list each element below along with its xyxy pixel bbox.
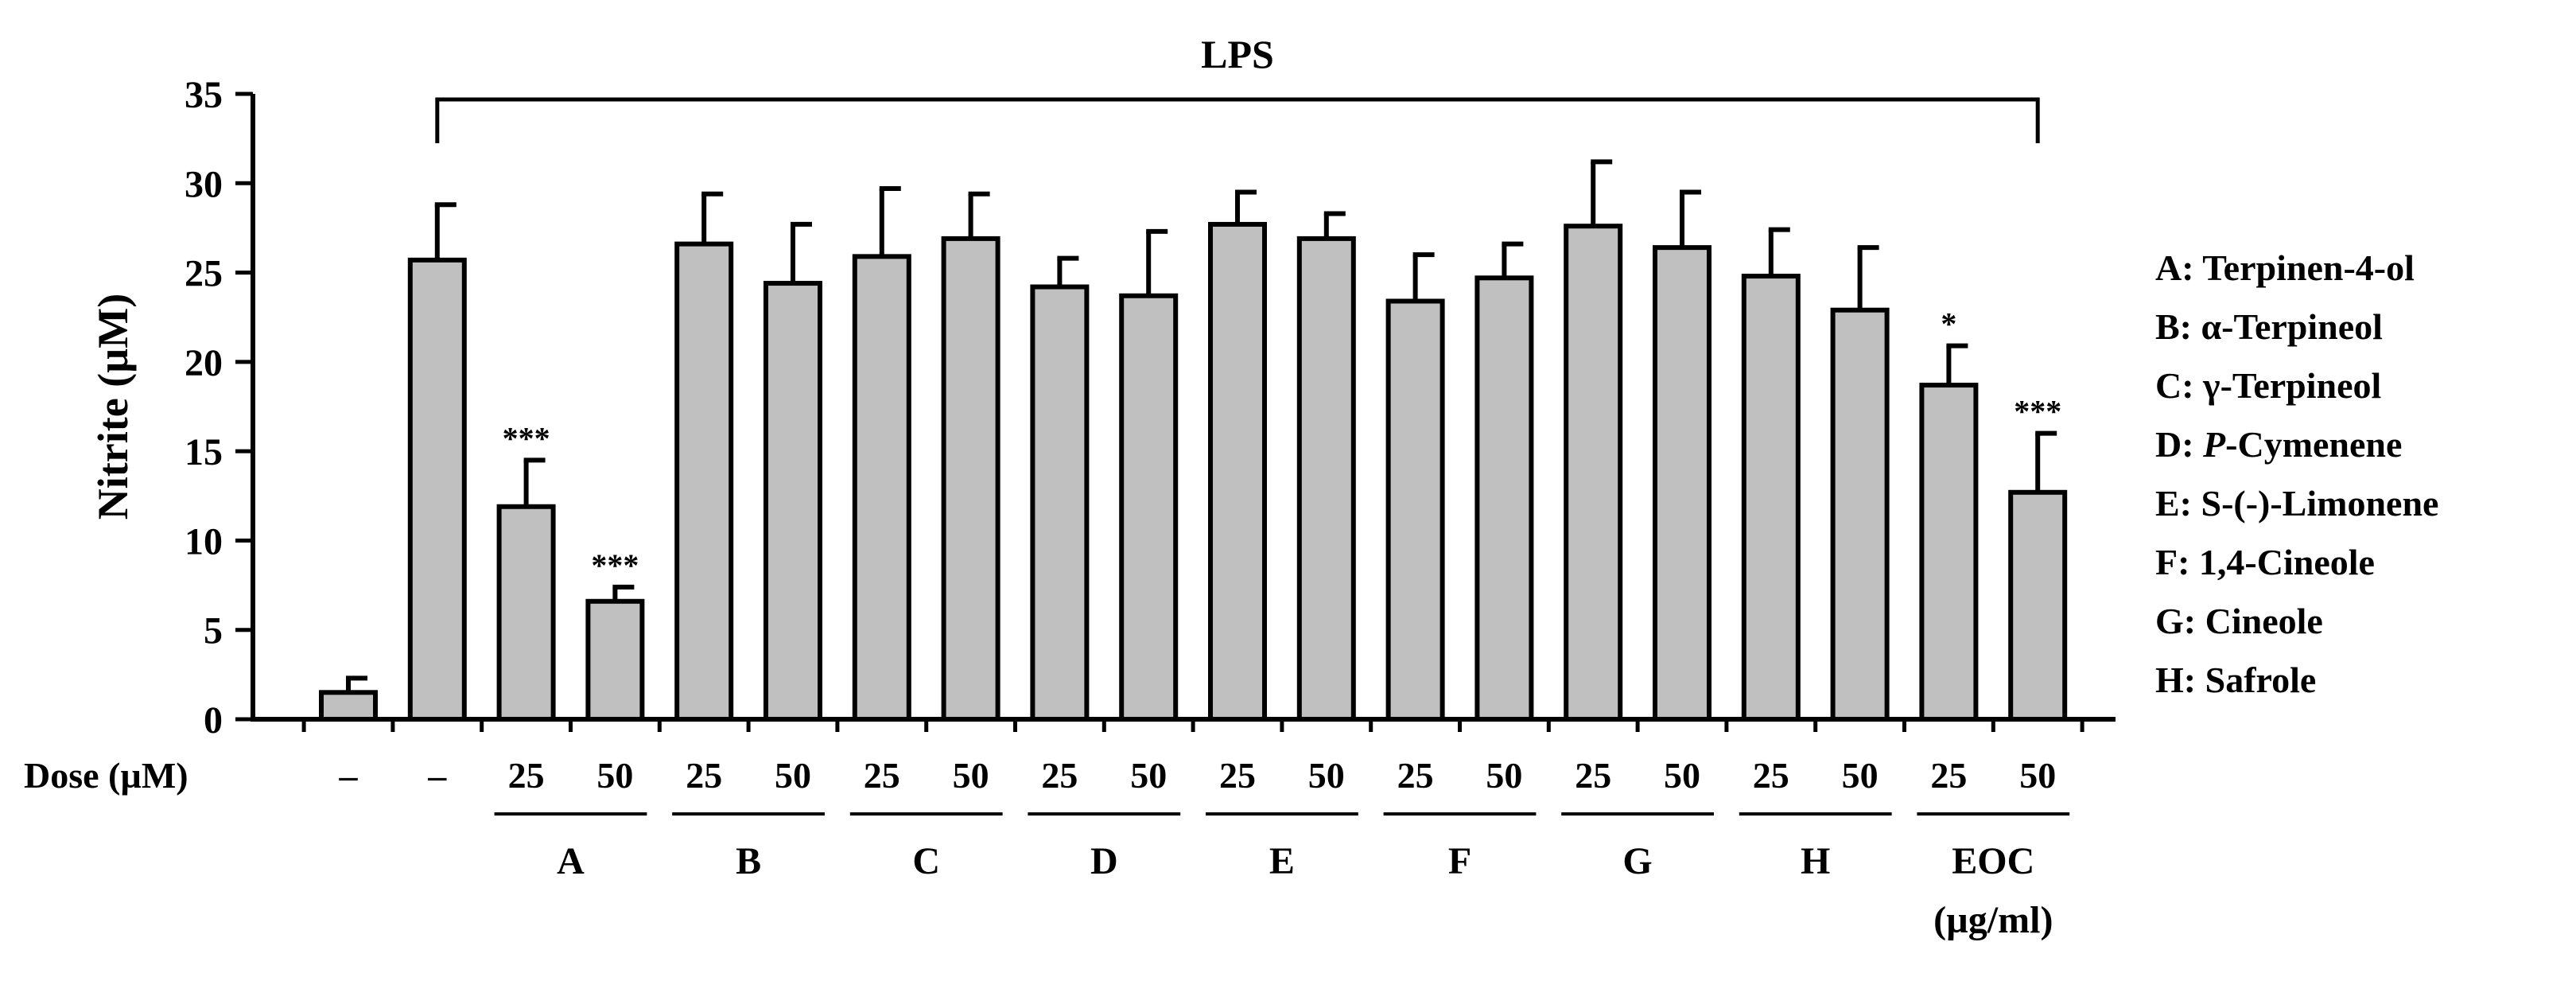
dose-value: 50: [953, 755, 989, 796]
legend-text: Terpinen-4-ol: [2202, 247, 2415, 288]
legend-item-a: A: Terpinen-4-ol: [2155, 239, 2438, 298]
y-tick-label: 10: [185, 520, 223, 563]
legend-text: γ-Terpineol: [2203, 365, 2382, 406]
dose-value: 50: [775, 755, 811, 796]
dose-value: 25: [864, 755, 900, 796]
legend-item-e: E: S-(-)-Limonene: [2155, 474, 2438, 533]
y-tick-label: 0: [204, 699, 223, 742]
lps-bracket: [435, 97, 2040, 143]
group-label: F: [1448, 840, 1471, 882]
bar: [1030, 284, 1090, 722]
dose-value: 50: [2019, 755, 2056, 796]
dose-value: 25: [1041, 755, 1078, 796]
bar: [1208, 221, 1267, 722]
bar: [1653, 245, 1712, 722]
y-tick-label: 35: [185, 74, 223, 116]
dose-value: 25: [1753, 755, 1789, 796]
dose-value: 50: [1308, 755, 1345, 796]
significance-label: ***: [503, 420, 550, 456]
bar: [1474, 275, 1534, 722]
bar: [941, 236, 1000, 722]
bar: [763, 281, 822, 722]
bar: [852, 254, 911, 722]
dose-value: 25: [1575, 755, 1611, 796]
dose-value: 50: [1130, 755, 1167, 796]
legend-text: 1,4-Cineole: [2198, 542, 2375, 582]
bar: [674, 241, 734, 722]
legend-item-f: F: 1,4-Cineole: [2155, 533, 2438, 592]
bar: [319, 690, 378, 722]
bar: [585, 598, 645, 722]
dose-value: 25: [1397, 755, 1434, 796]
bar: [1119, 293, 1179, 722]
group-label: EOC: [1952, 840, 2034, 882]
group-label: A: [557, 840, 585, 882]
legend-text: -Cymenene: [2225, 424, 2403, 465]
legend-text: Safrole: [2205, 660, 2317, 700]
legend-text: Cineole: [2205, 601, 2323, 641]
significance-label: ***: [2014, 394, 2061, 430]
legend-prefix: E:: [2155, 483, 2201, 524]
dose-value: 50: [1486, 755, 1522, 796]
legend-item-c: C: γ-Terpineol: [2155, 356, 2438, 415]
y-tick-label: 20: [185, 342, 223, 384]
dose-value: 50: [1842, 755, 1879, 796]
bar: [496, 504, 556, 722]
dose-value: 25: [508, 755, 545, 796]
legend-text: S-(-)-Limonene: [2201, 483, 2439, 524]
legend-item-h: H: Safrole: [2155, 651, 2438, 710]
dose-value: 50: [1664, 755, 1700, 796]
bar: [1564, 224, 1623, 722]
bar: [1385, 298, 1445, 722]
bar: [1830, 307, 1890, 722]
bar: [2008, 489, 2068, 722]
dose-label: Dose (µM): [24, 755, 188, 796]
legend-prefix: C:: [2155, 365, 2204, 406]
lps-label: LPS: [1201, 32, 1274, 76]
group-sublabel: (µg/ml): [1933, 899, 2053, 941]
legend-prefix: G:: [2155, 601, 2205, 641]
legend-prefix: A:: [2155, 247, 2203, 288]
group-label: B: [736, 840, 761, 882]
legend-text: α-Terpineol: [2201, 306, 2383, 347]
y-tick-label: 5: [204, 610, 223, 652]
group-label: G: [1622, 840, 1652, 882]
bar: [1741, 274, 1801, 722]
significance-label: ***: [591, 547, 639, 583]
legend-italic: P: [2203, 424, 2226, 465]
y-tick-label: 30: [185, 163, 223, 205]
group-label: E: [1269, 840, 1295, 882]
legend-prefix: B:: [2155, 306, 2201, 347]
significance-label: *: [1941, 306, 1956, 342]
bar: [1296, 236, 1356, 722]
legend-item-b: B: α-Terpineol: [2155, 298, 2438, 356]
group-label: D: [1090, 840, 1118, 882]
y-tick-label: 25: [185, 253, 223, 295]
bar: [407, 257, 467, 722]
legend-prefix: F:: [2155, 542, 2199, 582]
dose-value: –: [427, 755, 447, 796]
dose-value: –: [339, 755, 359, 796]
dose-value: 25: [1219, 755, 1256, 796]
dose-value: 25: [1930, 755, 1967, 796]
y-tick-label: 15: [185, 431, 223, 473]
legend-prefix: D:: [2155, 424, 2204, 465]
dose-value: 25: [686, 755, 722, 796]
legend-item-g: G: Cineole: [2155, 592, 2438, 651]
dose-value: 50: [596, 755, 633, 796]
group-label: H: [1801, 840, 1830, 882]
legend-prefix: H:: [2155, 660, 2205, 700]
bar: [1919, 383, 1979, 722]
group-label: C: [912, 840, 940, 882]
y-axis-label: Nitrite (µM): [89, 294, 137, 520]
legend: A: Terpinen-4-ol B: α-Terpineol C: γ-Ter…: [2155, 239, 2438, 710]
legend-item-d: D: P-Cymenene: [2155, 415, 2438, 474]
